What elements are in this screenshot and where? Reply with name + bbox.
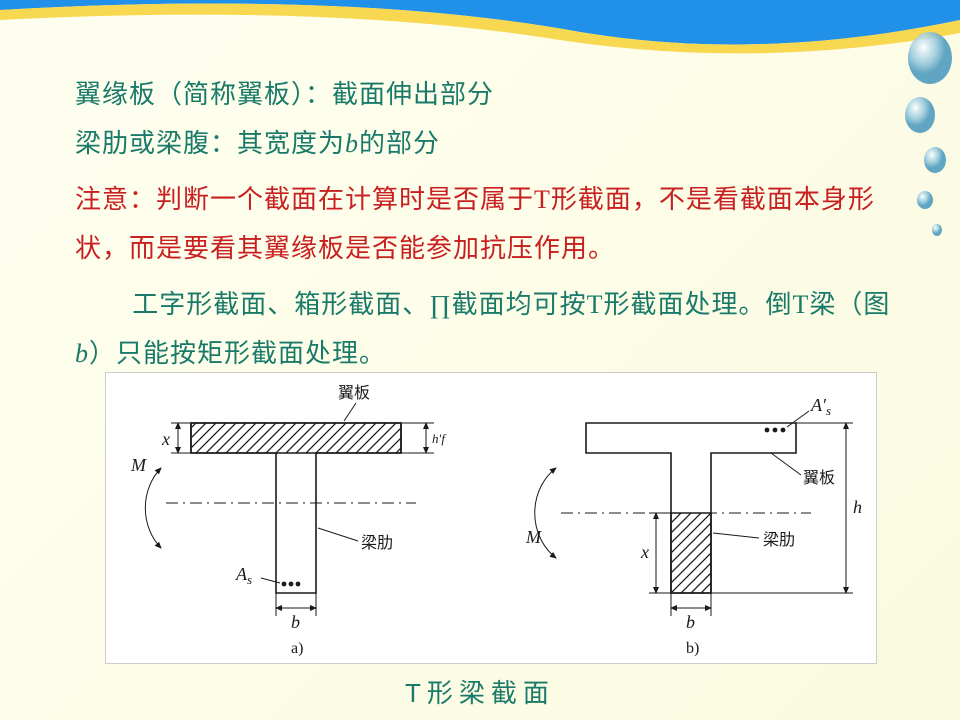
lbl-rib-b: 梁肋 [763, 531, 795, 549]
l2-t2: 的部分 [359, 129, 440, 158]
l1-text: 截面伸出部分 [332, 80, 494, 109]
figure-caption: T形梁截面 [0, 673, 960, 710]
lbl-M-b: M [525, 527, 542, 547]
l1-label: 翼缘板（简称翼板）： [75, 80, 332, 109]
lbl-hf-a: h′f [432, 431, 447, 446]
lbl-As-a: As [235, 564, 252, 587]
subfig-a: M x h′f 翼板 梁肋 As b a) [130, 384, 447, 657]
lbl-bb: b) [686, 640, 699, 657]
line-flange-def: 翼缘板（简称翼板）：截面伸出部分 [75, 70, 895, 119]
line-extra: 工字形截面、箱形截面、∏截面均可按T形截面处理。倒T梁（图 b）只能按矩形截面处理… [75, 280, 895, 379]
water-drops [895, 30, 955, 250]
lbl-h: h [853, 497, 862, 517]
lbl-b-b: b [686, 612, 695, 632]
l4-b: b [75, 339, 89, 368]
lbl-a: a) [291, 640, 303, 657]
t-beam-figure: .st { stroke:#1a1a1a; stroke-width:1.6; … [106, 373, 876, 663]
lbl-x-b: x [640, 542, 649, 562]
l2-t1: 其宽度为 [237, 129, 345, 158]
lbl-x-a: x [161, 429, 170, 449]
l2-b: b [345, 129, 359, 158]
lbl-rib-a: 梁肋 [361, 534, 393, 552]
l4-t1: 工字形截面、箱形截面、∏截面均可按T形截面处理。倒T梁（图 [132, 290, 890, 319]
lbl-M-a: M [130, 455, 147, 475]
lbl-Asp: A′s [810, 395, 831, 418]
l4-t2: ）只能按矩形截面处理。 [89, 339, 386, 368]
lbl-flange-b: 翼板 [803, 469, 835, 487]
figure-box: .st { stroke:#1a1a1a; stroke-width:1.6; … [105, 372, 877, 664]
l2-label: 梁肋或梁腹： [75, 129, 237, 158]
line-note: 注意：判断一个截面在计算时是否属于T形截面，不是看截面本身形状，而是要看其翼缘板… [75, 175, 895, 274]
lbl-flange-a: 翼板 [338, 384, 370, 402]
lbl-b-a: b [291, 612, 300, 632]
line-rib-def: 梁肋或梁腹：其宽度为b的部分 [75, 119, 895, 168]
subfig-b: M A′s 翼板 梁肋 x h b b) [525, 395, 862, 657]
top-curve [0, 0, 960, 60]
text-content: 翼缘板（简称翼板）：截面伸出部分 梁肋或梁腹：其宽度为b的部分 注意：判断一个截… [75, 70, 895, 378]
